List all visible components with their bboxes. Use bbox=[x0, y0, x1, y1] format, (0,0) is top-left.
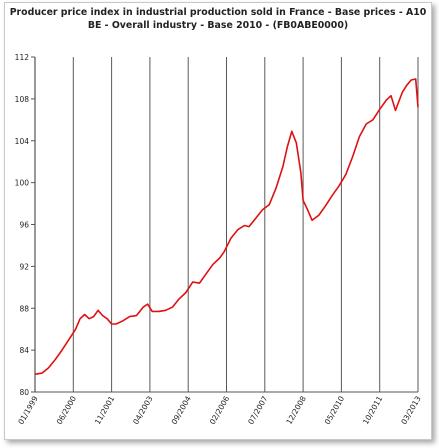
x-tick-label: 06/2000 bbox=[55, 394, 78, 426]
x-tick-label: 12/2008 bbox=[284, 394, 307, 426]
line-chart: 01/1999 06/2000 11/2001 04/2003 09/2004 02/20… bbox=[15, 53, 423, 426]
chart-frame: Producer price index in industrial produ… bbox=[4, 2, 432, 440]
y-tick-label: 92 bbox=[19, 262, 29, 271]
y-tick-label: 84 bbox=[19, 346, 29, 355]
x-tick-label: 04/2003 bbox=[131, 394, 154, 426]
chart-title-line-1: Producer price index in industrial produ… bbox=[9, 7, 427, 18]
x-tick-label: 01/1999 bbox=[16, 394, 39, 426]
y-tick-label: 96 bbox=[19, 221, 29, 230]
y-tick-label: 88 bbox=[19, 304, 29, 313]
chart-title-line-2: BE - Overall industry - Base 2010 - (FB0… bbox=[87, 20, 349, 31]
x-tick-label: 05/2010 bbox=[323, 394, 346, 426]
y-tick-label: 108 bbox=[15, 95, 30, 104]
x-tick-label: 10/2011 bbox=[361, 394, 384, 426]
y-tick-label: 80 bbox=[19, 388, 29, 397]
series-line bbox=[34, 78, 419, 375]
x-tick-label: 07/2007 bbox=[246, 394, 269, 426]
x-tick-label: 11/2001 bbox=[93, 394, 116, 426]
y-tick-label: 112 bbox=[15, 53, 30, 62]
x-tick-label: 03/2013 bbox=[399, 394, 422, 426]
y-tick-label: 104 bbox=[15, 137, 30, 146]
y-tick-label: 100 bbox=[15, 179, 30, 188]
x-tick-label: 02/2006 bbox=[208, 394, 231, 426]
x-tick-label: 09/2004 bbox=[170, 394, 193, 426]
